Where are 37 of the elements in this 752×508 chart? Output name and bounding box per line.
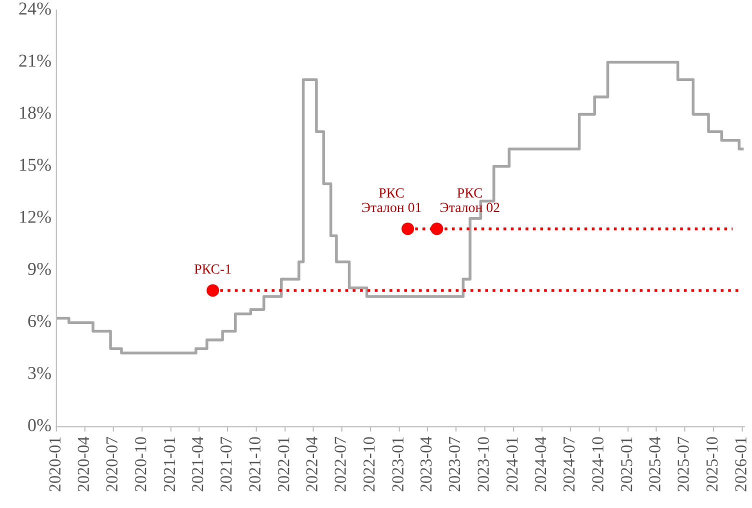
x-tick-label: 2024-04 <box>534 436 546 492</box>
x-tick-label: 2020-10 <box>135 437 146 492</box>
x-tick-label: 2024-07 <box>563 436 575 492</box>
x-tick-label: 2024-10 <box>592 437 604 492</box>
x-tick-label: 2022-10 <box>363 437 375 492</box>
x-tick-label: 2023-04 <box>420 436 432 492</box>
annotation: РКС-1 <box>194 264 231 274</box>
y-tick-label: 6% <box>28 314 51 328</box>
x-tick-label: 2021-10 <box>249 437 261 492</box>
y-tick-label: 24% <box>19 2 51 15</box>
y-tick-label: 21% <box>19 54 51 67</box>
y-tick-label: 15% <box>20 158 51 171</box>
x-tick-label: 2023-01 <box>392 437 404 492</box>
x-tick-label: 2022-01 <box>278 437 290 492</box>
x-tick-label: 2021-01 <box>164 437 176 492</box>
x-tick-label: 2025-04 <box>649 436 660 492</box>
x-tick-label: 2022-04 <box>306 436 318 492</box>
x-tick-label: 2024-01 <box>506 437 518 492</box>
y-tick-label: 18% <box>20 106 51 119</box>
x-tick-label: 2023-10 <box>478 437 489 492</box>
x-tick-label: 2025-10 <box>706 437 718 492</box>
x-tick-label: 2021-07 <box>220 436 232 492</box>
annotation: РКС Эталон 01 <box>362 188 421 212</box>
x-tick-label: 2021-04 <box>192 436 204 492</box>
x-tick-label: 2020-01 <box>49 437 61 492</box>
y-tick-label: 3% <box>28 366 51 380</box>
y-tick-label: 12% <box>20 210 51 224</box>
x-tick-label: 2022-07 <box>334 436 346 492</box>
y-tick-label: 9% <box>28 262 51 276</box>
x-tick-label: 2023-07 <box>448 436 460 492</box>
annotation: РКС Эталон 02 <box>440 188 500 212</box>
x-tick-label: 2025-01 <box>621 437 632 492</box>
x-tick-label: 2020-04 <box>78 436 90 492</box>
x-tick-label: 2020-07 <box>106 436 118 492</box>
y-tick-label: 0% <box>28 419 51 432</box>
x-tick-label: 2025-07 <box>678 436 689 492</box>
x-tick-label: 2026-01 <box>735 437 746 492</box>
